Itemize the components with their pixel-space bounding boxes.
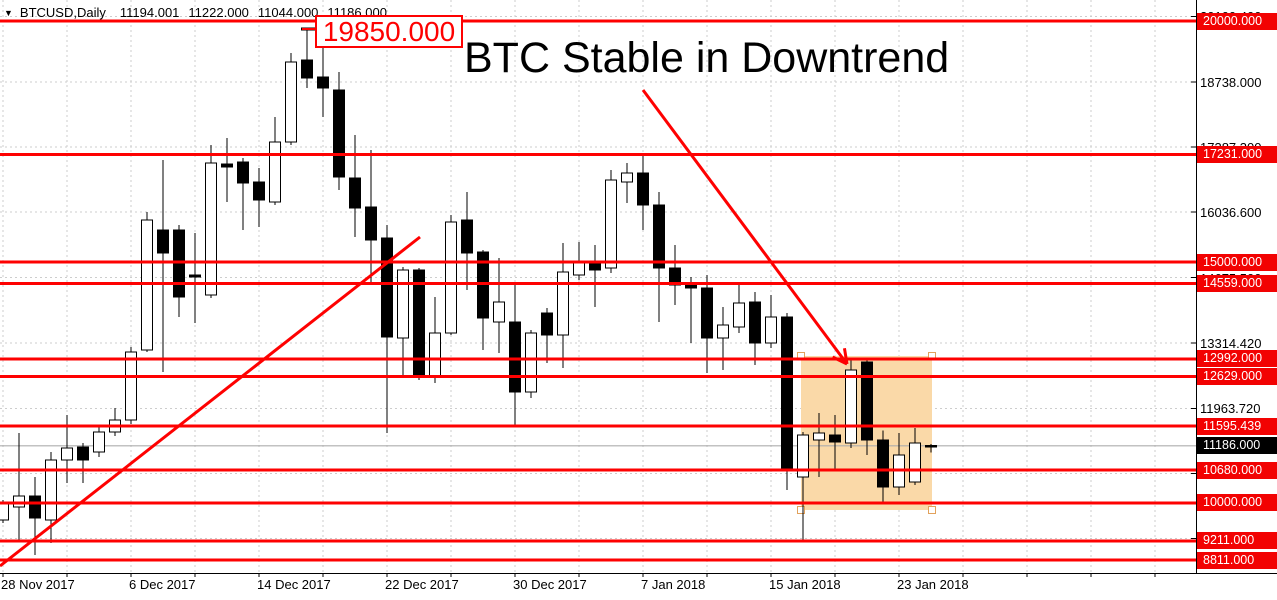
downtrend-arrow[interactable] — [641, 89, 849, 365]
candle — [813, 413, 825, 477]
candle — [253, 168, 265, 227]
price-axis-label: 13314.420 — [1200, 336, 1262, 352]
time-axis-label: 7 Jan 2018 — [641, 577, 706, 592]
price-level-badge: 12629.000 — [1197, 367, 1277, 385]
candle — [109, 408, 121, 436]
symbol-dropdown-icon[interactable]: ▼ — [4, 8, 13, 18]
candle — [749, 292, 761, 365]
candle — [381, 225, 393, 433]
candle — [845, 358, 857, 448]
high-value: 11222.000 — [188, 5, 249, 20]
candle — [621, 163, 633, 203]
rect-selection-handle[interactable] — [797, 506, 805, 514]
candle — [557, 243, 569, 368]
candle — [205, 145, 217, 298]
candle — [157, 160, 169, 372]
price-level-badge: 12992.000 — [1197, 350, 1277, 368]
price-level-badge: 15000.000 — [1197, 253, 1277, 271]
open-value: 11194.001 — [119, 5, 180, 20]
time-axis-label: 15 Jan 2018 — [769, 577, 841, 592]
candle — [477, 250, 489, 350]
candle — [349, 135, 361, 237]
candle — [909, 427, 921, 485]
candle — [877, 430, 889, 503]
price-callout-label[interactable]: 19850.000 — [315, 15, 463, 48]
candle — [781, 313, 793, 490]
candle — [429, 297, 441, 383]
time-axis-label: 30 Dec 2017 — [513, 577, 587, 592]
price-axis-label: 18738.000 — [1200, 75, 1262, 90]
candle — [525, 330, 537, 398]
rect-selection-handle[interactable] — [928, 506, 936, 514]
candle — [301, 30, 313, 88]
candle — [269, 117, 281, 205]
candle — [461, 192, 473, 290]
candle — [589, 245, 601, 307]
candle — [509, 285, 521, 427]
headline-text[interactable]: BTC Stable in Downtrend — [464, 34, 950, 82]
candle — [605, 170, 617, 273]
time-axis-label: 22 Dec 2017 — [385, 577, 459, 592]
candle — [493, 258, 505, 353]
candle — [637, 153, 649, 230]
candle — [77, 443, 89, 483]
price-level-badge: 20000.000 — [1197, 12, 1277, 30]
candle — [445, 215, 457, 335]
candle — [717, 307, 729, 370]
price-level-badge: 17231.000 — [1197, 146, 1277, 164]
price-level-badge: 14559.000 — [1197, 274, 1277, 292]
candle — [829, 415, 841, 470]
candle — [237, 158, 249, 230]
price-level-badge: 10000.000 — [1197, 494, 1277, 512]
candle — [173, 225, 185, 317]
candle — [333, 72, 345, 190]
candle — [285, 53, 297, 145]
price-level-badge: 8811.000 — [1197, 551, 1277, 569]
price-axis-label: 11963.720 — [1200, 401, 1261, 417]
candle — [733, 282, 745, 333]
time-axis-label: 23 Jan 2018 — [897, 577, 969, 592]
price-level-badge: 10680.000 — [1197, 461, 1277, 479]
candle — [925, 444, 937, 453]
candle — [669, 245, 681, 305]
price-level-badge: 9211.000 — [1197, 532, 1277, 550]
time-axis-label: 14 Dec 2017 — [257, 577, 331, 592]
candle — [93, 427, 105, 457]
price-axis-label: 16036.600 — [1200, 205, 1262, 221]
candle — [653, 192, 665, 322]
arrowhead — [831, 355, 848, 366]
candle — [221, 138, 233, 202]
symbol-timeframe-label[interactable]: BTCUSD,Daily — [19, 5, 106, 20]
trend-line[interactable] — [0, 235, 421, 568]
arrowhead — [842, 347, 849, 365]
low-value: 11044.000 — [257, 5, 319, 20]
time-axis-label: 6 Dec 2017 — [129, 577, 196, 592]
candle — [765, 295, 777, 348]
candle — [189, 233, 201, 323]
candle — [685, 277, 697, 343]
candle — [701, 275, 713, 373]
time-axis-label: 28 Nov 2017 — [1, 577, 75, 592]
current-price-badge: 11186.000 — [1197, 437, 1277, 455]
candle — [541, 308, 553, 363]
price-level-badge: 11595.439 — [1197, 417, 1277, 435]
candle — [797, 431, 809, 540]
candle — [317, 48, 329, 117]
candle — [13, 433, 25, 540]
